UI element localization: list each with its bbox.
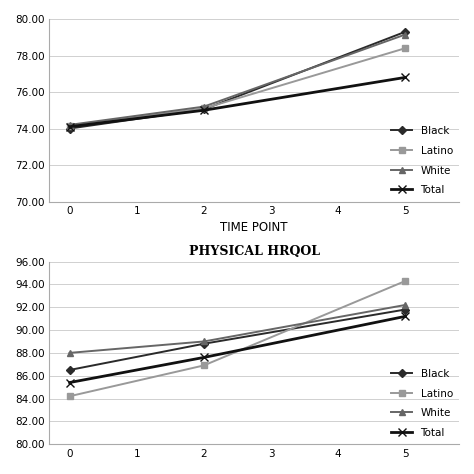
Total: [201, 108, 207, 113]
Line: Latino: Latino: [66, 278, 409, 400]
Total: [402, 74, 408, 80]
White: [67, 122, 73, 128]
Black: [201, 107, 207, 112]
Line: Black: Black: [66, 28, 409, 132]
Latino: [402, 46, 408, 51]
Black: [67, 126, 73, 131]
White: [201, 104, 207, 109]
Latino: [67, 393, 73, 399]
Line: Total: Total: [65, 312, 410, 387]
White: [402, 32, 408, 37]
Line: White: White: [66, 301, 409, 356]
Line: White: White: [66, 31, 409, 128]
Total: [402, 313, 408, 319]
Latino: [201, 363, 207, 368]
Line: Latino: Latino: [66, 45, 409, 129]
Legend: Black, Latino, White, Total: Black, Latino, White, Total: [387, 122, 457, 200]
Black: [402, 307, 408, 312]
Title: PHYSICAL HRQOL: PHYSICAL HRQOL: [189, 245, 320, 258]
Legend: Black, Latino, White, Total: Black, Latino, White, Total: [387, 365, 457, 442]
Latino: [67, 123, 73, 128]
Total: [67, 380, 73, 385]
Total: [67, 124, 73, 129]
Black: [402, 29, 408, 35]
Black: [67, 367, 73, 373]
Line: Black: Black: [66, 306, 409, 373]
Latino: [402, 278, 408, 284]
White: [201, 338, 207, 344]
Black: [201, 341, 207, 346]
Latino: [201, 106, 207, 111]
Line: Total: Total: [65, 73, 410, 131]
X-axis label: TIME POINT: TIME POINT: [220, 220, 288, 234]
White: [402, 302, 408, 308]
White: [67, 350, 73, 356]
Total: [201, 355, 207, 360]
